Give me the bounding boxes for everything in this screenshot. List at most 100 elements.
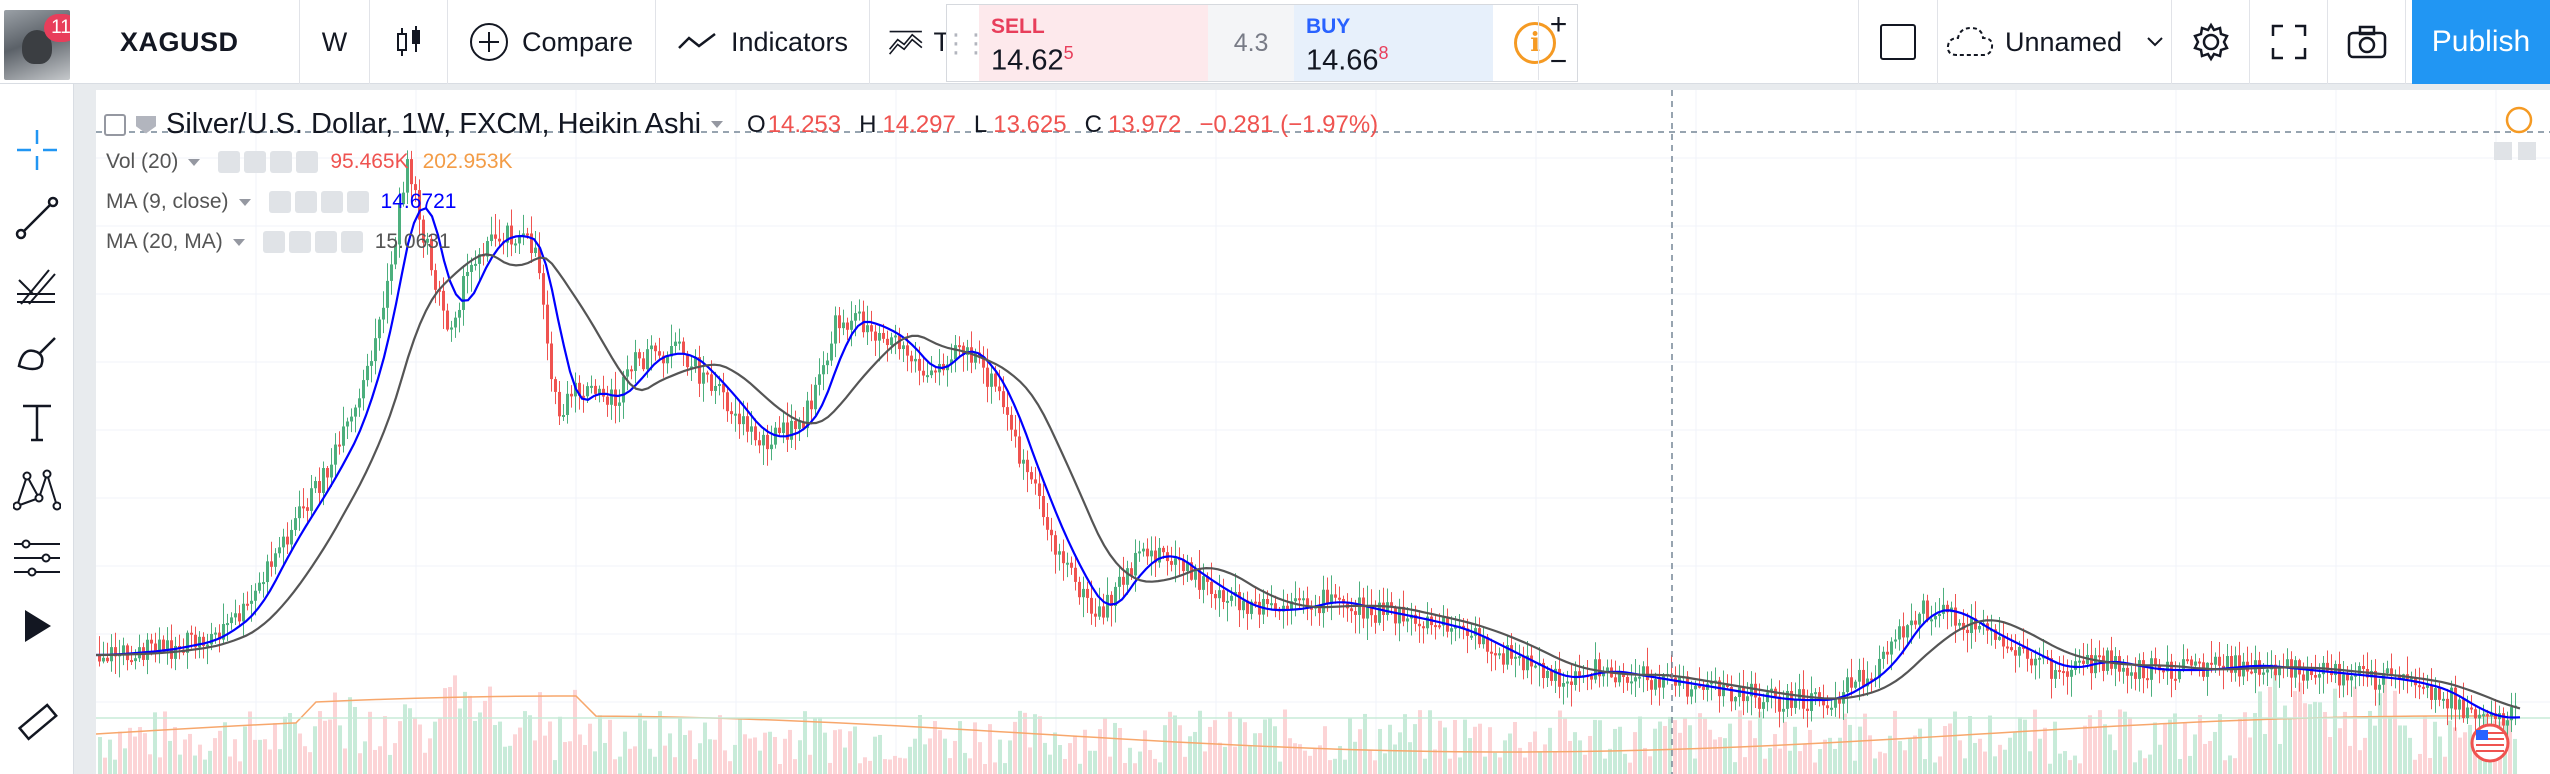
measure-tool[interactable] — [0, 528, 74, 588]
plus-icon[interactable] — [320, 191, 343, 213]
text-tool[interactable] — [0, 392, 74, 452]
candle-body — [1750, 683, 1753, 697]
select-layout-button[interactable] — [1858, 0, 1938, 84]
candle-body — [2210, 662, 2213, 665]
candle-body — [302, 506, 305, 509]
buy-button[interactable]: BUY 14.668 — [1293, 5, 1494, 81]
volume-bar — [1438, 720, 1442, 774]
candle-body — [546, 304, 549, 344]
volume-bar — [858, 763, 862, 774]
settings-button[interactable] — [2172, 0, 2250, 84]
visibility-icon[interactable] — [268, 191, 291, 213]
trend-line-tool[interactable] — [0, 188, 74, 248]
close-icon[interactable] — [340, 231, 363, 253]
volume-bar — [608, 719, 612, 774]
volume-bar — [2428, 758, 2432, 774]
candle-body — [1846, 677, 1849, 693]
candle-body — [734, 413, 737, 416]
candle-body — [122, 645, 125, 655]
gear-icon[interactable] — [244, 151, 267, 173]
volume-bar — [343, 748, 347, 774]
info-button[interactable]: i — [1493, 5, 1577, 81]
candle-body — [1418, 623, 1421, 627]
publish-button[interactable]: Publish — [2412, 0, 2550, 84]
pattern-tool[interactable] — [0, 460, 74, 520]
volume-bar — [853, 726, 857, 774]
minus-button[interactable]: − — [1549, 44, 1568, 78]
candle-body — [1926, 600, 1929, 621]
candle-body — [1022, 459, 1025, 464]
indicators-button[interactable]: Indicators — [656, 0, 870, 84]
arrow-tool[interactable] — [0, 596, 74, 656]
candle-body — [1150, 550, 1153, 557]
candle-body — [1482, 636, 1485, 645]
volume-bar — [588, 723, 592, 774]
volume-bar — [1633, 732, 1637, 774]
gear-icon[interactable] — [294, 191, 317, 213]
candle-body — [974, 352, 977, 363]
volume-bar — [2278, 743, 2282, 774]
indicator-menu-icon[interactable] — [232, 238, 245, 246]
volume-bar — [848, 731, 852, 774]
candle-body — [1638, 676, 1641, 679]
volume-bar — [1683, 717, 1687, 774]
close-icon[interactable] — [346, 191, 369, 213]
candle-body — [802, 421, 805, 429]
candle-body — [1622, 674, 1625, 677]
compare-button[interactable]: Compare — [448, 0, 656, 84]
series-menu-icon[interactable] — [711, 121, 724, 128]
candle-body — [2130, 672, 2133, 676]
candle-body — [2078, 660, 2081, 663]
visibility-icon[interactable] — [218, 151, 241, 173]
close-icon[interactable] — [296, 151, 319, 173]
candle-body — [1654, 679, 1657, 690]
candle-body — [1722, 684, 1725, 697]
volume-bar — [1043, 742, 1047, 774]
ruler-tool[interactable] — [0, 694, 74, 754]
volume-bar — [1118, 728, 1122, 774]
flag-icon[interactable] — [136, 115, 156, 134]
candle-body — [1010, 414, 1013, 430]
brush-tool[interactable] — [0, 324, 74, 384]
chart-pane[interactable]: Silver/U.S. Dollar, 1W, FXCM, Heikin Ash… — [96, 90, 2550, 774]
candle-body — [1994, 629, 1997, 640]
candle-body — [1110, 594, 1113, 606]
crosshair-tool[interactable] — [0, 120, 74, 180]
fullscreen-button[interactable] — [2250, 0, 2328, 84]
candle-body — [2058, 670, 2061, 673]
volume-bar — [1863, 713, 1867, 774]
candle-body — [382, 307, 385, 320]
snapshot-button[interactable] — [2328, 0, 2406, 84]
plus-icon[interactable] — [314, 231, 337, 253]
avatar[interactable]: 11 — [4, 10, 70, 80]
price-chart[interactable] — [96, 90, 2550, 774]
sell-button[interactable]: SELL 14.625 — [979, 5, 1209, 81]
symbol-search-button[interactable]: XAGUSD — [96, 0, 300, 84]
drag-handle-icon[interactable]: ⋮⋮ — [943, 27, 989, 58]
collapse-icon[interactable] — [104, 113, 126, 136]
candle-body — [842, 322, 845, 329]
volume-bar — [2018, 717, 2022, 774]
volume-bar — [1908, 737, 1912, 774]
ohlc-high-label: H — [859, 110, 877, 138]
volume-bar — [2363, 737, 2367, 774]
gear-icon[interactable] — [288, 231, 311, 253]
candle-body — [2342, 674, 2345, 686]
plus-icon[interactable] — [270, 151, 293, 173]
indicator-menu-icon[interactable] — [188, 158, 201, 166]
square-icon — [1880, 24, 1916, 60]
interval-button[interactable]: W — [300, 0, 370, 84]
chart-style-button[interactable] — [370, 0, 448, 84]
candle-body — [2386, 668, 2389, 674]
volume-bar — [1483, 756, 1487, 774]
layout-name-button[interactable]: Unnamed — [1938, 0, 2172, 84]
candle-body — [1754, 683, 1757, 698]
templates-button[interactable]: T — [870, 0, 950, 84]
indicator-menu-icon[interactable] — [238, 198, 251, 206]
volume-bar — [893, 755, 897, 774]
fib-tool[interactable] — [0, 256, 74, 316]
plus-button[interactable]: + — [1549, 7, 1568, 41]
candle-body — [2014, 650, 2017, 656]
visibility-icon[interactable] — [262, 231, 285, 253]
